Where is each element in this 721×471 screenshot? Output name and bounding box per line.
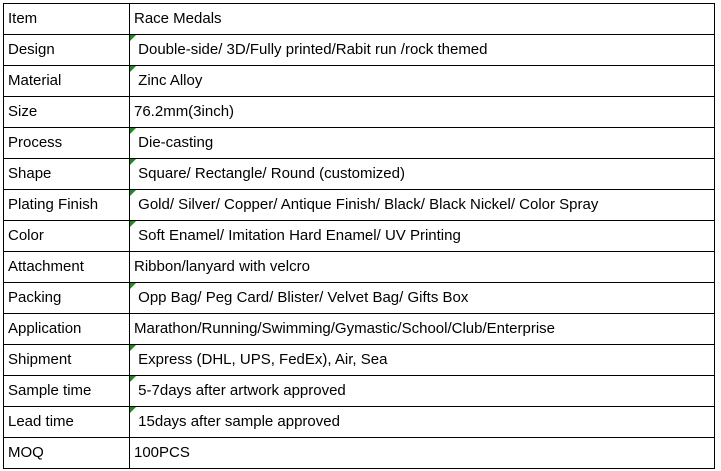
row-value-cell: Die-casting bbox=[129, 127, 715, 159]
row-value-cell: Race Medals bbox=[129, 3, 715, 35]
row-value-text: Gold/ Silver/ Copper/ Antique Finish/ Bl… bbox=[134, 196, 599, 213]
row-value-text: Die-casting bbox=[134, 134, 214, 151]
row-label-cell: Color bbox=[3, 220, 130, 252]
table-row: Shape Square/ Rectangle/ Round (customiz… bbox=[3, 158, 715, 190]
table-row: Process Die-casting bbox=[3, 127, 715, 159]
row-label-cell: Shipment bbox=[3, 344, 130, 376]
row-value-cell: 5-7days after artwork approved bbox=[129, 375, 715, 407]
row-label-cell: Item bbox=[3, 3, 130, 35]
row-value-cell: Express (DHL, UPS, FedEx), Air, Sea bbox=[129, 344, 715, 376]
row-label-cell: Size bbox=[3, 96, 130, 128]
row-value-cell: Opp Bag/ Peg Card/ Blister/ Velvet Bag/ … bbox=[129, 282, 715, 314]
product-specification-table: Item Race Medals Design Double-side/ 3D/Fu… bbox=[3, 3, 715, 469]
row-value-text: 76.2mm(3inch) bbox=[134, 103, 235, 120]
row-value-cell: Zinc Alloy bbox=[129, 65, 715, 97]
row-label-cell: Packing bbox=[3, 282, 130, 314]
spec-table-body: Item Race Medals Design Double-side/ 3D/Fu… bbox=[3, 3, 715, 469]
row-label-cell: Sample time bbox=[3, 375, 130, 407]
table-row: Sample time 5-7days after artwork approv… bbox=[3, 375, 715, 407]
row-value-text: Square/ Rectangle/ Round (customized) bbox=[134, 165, 405, 182]
table-row: Size 76.2mm(3inch) bbox=[3, 96, 715, 128]
table-row: Item Race Medals bbox=[3, 3, 715, 35]
row-value-text: Ribbon/lanyard with velcro bbox=[134, 258, 310, 275]
row-value-cell: Soft Enamel/ Imitation Hard Enamel/ UV P… bbox=[129, 220, 715, 252]
row-label-cell: Process bbox=[3, 127, 130, 159]
row-value-text: Soft Enamel/ Imitation Hard Enamel/ UV P… bbox=[134, 227, 461, 244]
row-value-text: Opp Bag/ Peg Card/ Blister/ Velvet Bag/ … bbox=[134, 289, 469, 306]
row-value-text: 15days after sample approved bbox=[134, 413, 340, 430]
row-value-text: Race Medals bbox=[134, 10, 222, 27]
table-row: Color Soft Enamel/ Imitation Hard Enamel… bbox=[3, 220, 715, 252]
row-value-cell: 76.2mm(3inch) bbox=[129, 96, 715, 128]
row-value-text: 100PCS bbox=[134, 444, 190, 461]
row-label-cell: Application bbox=[3, 313, 130, 345]
row-label-cell: Attachment bbox=[3, 251, 130, 283]
table-row: Application Marathon/Running/Swimming/Gym… bbox=[3, 313, 715, 345]
row-label-cell: Lead time bbox=[3, 406, 130, 438]
row-label-cell: Plating Finish bbox=[3, 189, 130, 221]
row-value-text: 5-7days after artwork approved bbox=[134, 382, 346, 399]
row-value-cell: 15days after sample approved bbox=[129, 406, 715, 438]
table-row: Material Zinc Alloy bbox=[3, 65, 715, 97]
row-value-text: Double-side/ 3D/Fully printed/Rabit run … bbox=[134, 41, 488, 58]
row-value-cell: 100PCS bbox=[129, 437, 715, 469]
row-value-text: Zinc Alloy bbox=[134, 72, 203, 89]
row-label-cell: Design bbox=[3, 34, 130, 66]
table-row: Attachment Ribbon/lanyard with velcro bbox=[3, 251, 715, 283]
row-label-cell: MOQ bbox=[3, 437, 130, 469]
row-value-cell: Square/ Rectangle/ Round (customized) bbox=[129, 158, 715, 190]
table-row: Design Double-side/ 3D/Fully printed/Rab… bbox=[3, 34, 715, 66]
table-row: Plating Finish Gold/ Silver/ Copper/ Ant… bbox=[3, 189, 715, 221]
table-row: Lead time 15days after sample approved bbox=[3, 406, 715, 438]
row-value-cell: Marathon/Running/Swimming/Gymastic/Schoo… bbox=[129, 313, 715, 345]
row-value-cell: Ribbon/lanyard with velcro bbox=[129, 251, 715, 283]
row-value-text: Express (DHL, UPS, FedEx), Air, Sea bbox=[134, 351, 388, 368]
table-row: Packing Opp Bag/ Peg Card/ Blister/ Velv… bbox=[3, 282, 715, 314]
row-value-cell: Gold/ Silver/ Copper/ Antique Finish/ Bl… bbox=[129, 189, 715, 221]
row-label-cell: Shape bbox=[3, 158, 130, 190]
row-value-text: Marathon/Running/Swimming/Gymastic/Schoo… bbox=[134, 320, 556, 337]
table-row: MOQ 100PCS bbox=[3, 437, 715, 469]
row-label-cell: Material bbox=[3, 65, 130, 97]
row-value-cell: Double-side/ 3D/Fully printed/Rabit run … bbox=[129, 34, 715, 66]
table-row: Shipment Express (DHL, UPS, FedEx), Air,… bbox=[3, 344, 715, 376]
